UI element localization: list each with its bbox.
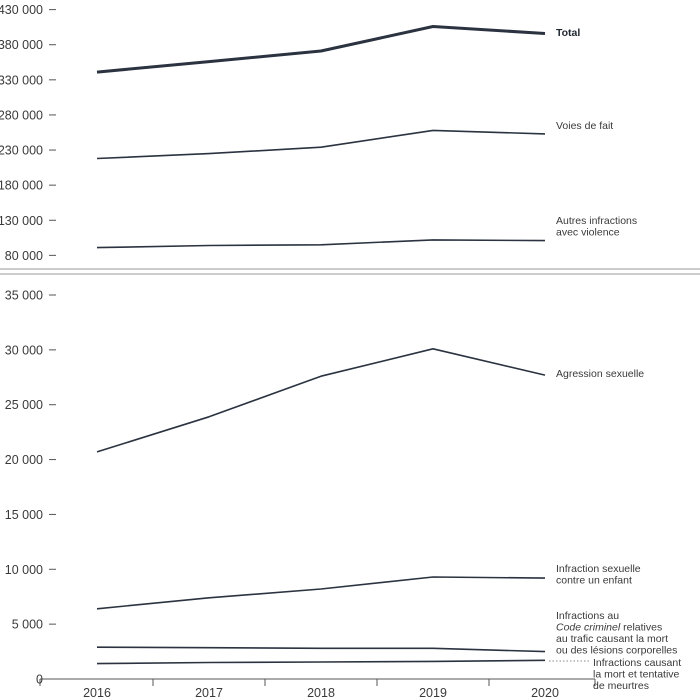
top-ytick-label: 280 000 [0,108,43,122]
top-ytick-label: 330 000 [0,73,43,87]
bottom-series-label-3: de meurtres [593,680,649,692]
bottom-ytick-label: 30 000 [5,343,43,357]
top-ytick-label: 180 000 [0,179,43,193]
bottom-ytick-label: 10 000 [5,563,43,577]
bottom-series-label-1: Infraction sexuelle [556,563,641,575]
bottom-series-label-1: contre un enfant [556,575,632,587]
x-tick-label: 2016 [83,686,111,700]
bottom-ytick-label: 35 000 [5,289,43,303]
bottom-ytick-label: 20 000 [5,453,43,467]
bottom-ytick-label: 25 000 [5,398,43,412]
top-ytick-label: 80 000 [5,249,43,263]
bottom-series-line-3 [96,659,546,665]
bottom-series-label-0: Agression sexuelle [556,368,644,380]
top-series-label-2: avec violence [556,227,620,239]
bottom-series-label-3: la mort et tentative [593,669,680,681]
bottom-series-label-2: ou des lésions corporelles [556,645,677,657]
top-ytick-label: 230 000 [0,144,43,158]
bottom-series-line-2 [96,646,546,653]
bottom-series-label-2: Code criminel relatives [556,622,662,634]
top-series-label-1: Voies de fait [556,120,613,132]
top-series-label-0: Total [556,27,580,39]
bottom-ytick-label: 5 000 [12,618,43,632]
x-tick-label: 2017 [195,686,223,700]
bottom-series-line-1 [96,576,546,610]
top-series-line-2 [96,239,546,249]
x-tick-label: 2018 [307,686,335,700]
top-ytick-label: 430 000 [0,3,43,17]
bottom-series-label-3: Infractions causant [593,657,681,669]
bottom-series-label-2: au trafic causant la mort [556,633,668,645]
top-series-label-2: Autres infractions [556,215,637,227]
bottom-ytick-label: 15 000 [5,508,43,522]
top-series-line-1 [96,129,546,160]
top-ytick-label: 380 000 [0,38,43,52]
top-ytick-label: 130 000 [0,214,43,228]
bottom-ytick-label: 0 [36,673,43,687]
top-series-line-0 [96,25,546,74]
bottom-series-label-2: Infractions au [556,610,619,622]
x-tick-label: 2019 [419,686,447,700]
bottom-series-line-0 [96,347,546,453]
x-tick-label: 2020 [531,686,559,700]
